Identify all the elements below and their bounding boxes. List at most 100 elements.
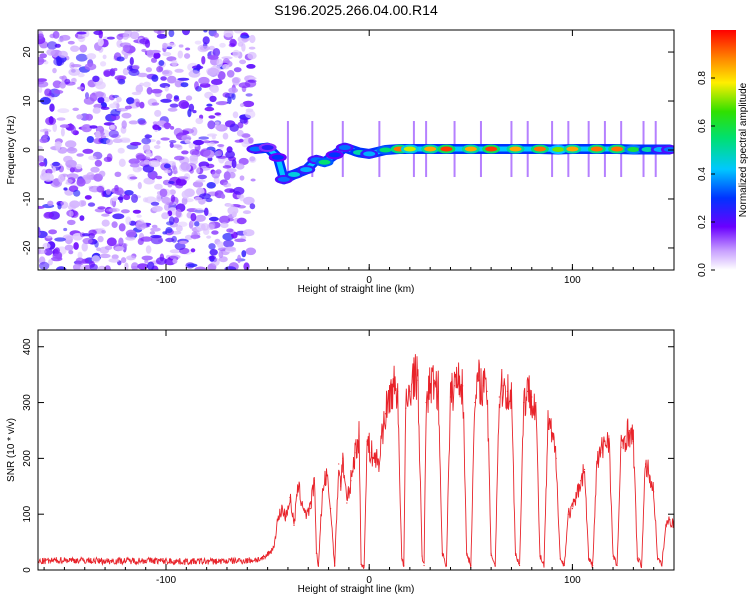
carrier-peak: [363, 151, 376, 157]
y-tick-label: 300: [22, 394, 33, 411]
noise-blob: [148, 160, 161, 168]
noise-blob: [82, 148, 94, 154]
y-tick-label: 20: [22, 46, 33, 58]
snr-point: [403, 564, 405, 567]
noise-blob: [222, 132, 229, 140]
snr-point: [583, 468, 586, 471]
noise-blob: [207, 133, 218, 137]
snr-line: [38, 354, 674, 569]
noise-blob: [219, 215, 231, 224]
noise-blob: [151, 173, 156, 180]
noise-blob: [47, 41, 58, 50]
noise-blob: [105, 188, 111, 195]
noise-blob: [245, 247, 257, 256]
snr-point: [449, 396, 452, 398]
carrier-peak: [641, 147, 654, 153]
noise-blob: [132, 209, 141, 214]
carrier-peak: [485, 146, 498, 152]
colorbar-tick-label: 0.4: [697, 167, 708, 181]
noise-blob: [228, 87, 239, 94]
noise-blob: [99, 246, 110, 254]
snr-point: [543, 564, 545, 567]
carrier-peak: [288, 171, 301, 177]
noise-blob: [245, 110, 256, 119]
noise-blob: [121, 120, 127, 129]
noise-blob: [124, 190, 134, 196]
noise-blob: [223, 30, 234, 38]
noise-blob: [108, 130, 119, 138]
snr-point: [309, 508, 311, 510]
noise-blob: [68, 250, 74, 255]
snr-point: [262, 558, 265, 560]
noise-blob: [153, 145, 161, 149]
noise-blob: [156, 66, 164, 73]
noise-blob: [208, 115, 216, 119]
noise-blob: [76, 178, 86, 187]
snr-point: [384, 413, 387, 415]
noise-blob: [129, 176, 138, 180]
carrier-peak: [533, 146, 546, 152]
snr-point: [624, 435, 626, 437]
snr-point: [226, 560, 228, 562]
noise-blob: [169, 254, 181, 260]
noise-blob: [72, 263, 82, 270]
noise-blob: [66, 173, 79, 180]
snr-point: [413, 374, 415, 376]
noise-blob: [42, 172, 54, 182]
noise-blob: [97, 38, 104, 47]
noise-blob: [242, 229, 255, 237]
noise-blob: [118, 158, 126, 167]
noise-blob: [217, 71, 226, 80]
y-tick-label: 0: [22, 567, 33, 573]
noise-blob: [180, 161, 190, 171]
snr-point: [604, 441, 606, 443]
snr-point: [608, 435, 610, 437]
colorbar-tick-label: 0.8: [697, 71, 708, 85]
snr-point: [478, 379, 480, 381]
spectrogram-xlabel: Height of straight line (km): [298, 284, 415, 295]
noise-blob: [38, 80, 49, 88]
noise-blob: [178, 240, 188, 245]
noise-blob: [210, 86, 219, 93]
noise-blob: [99, 253, 111, 259]
snr-point: [527, 390, 529, 392]
noise-blob: [238, 82, 251, 89]
snr-ticks: -100 0 100 0 100 200 300 400: [22, 330, 675, 586]
snr-frame: [37, 329, 675, 571]
noise-blob: [227, 96, 232, 105]
noise-blob: [226, 183, 232, 188]
colorbar-tick-label: 0.2: [697, 215, 708, 229]
noise-blob: [220, 193, 226, 199]
snr-point: [246, 559, 248, 562]
noise-blob: [222, 165, 232, 169]
snr-point: [334, 564, 336, 567]
noise-blob: [232, 77, 240, 86]
noise-blob: [129, 31, 140, 40]
snr-point: [640, 564, 643, 567]
noise-blob: [81, 124, 92, 133]
noise-blob: [241, 250, 247, 258]
noise-blob: [116, 33, 124, 41]
noise-blob: [111, 221, 118, 229]
noise-blob: [158, 60, 165, 66]
snr-point: [649, 474, 651, 476]
noise-blob: [209, 249, 218, 256]
noise-blob: [198, 76, 210, 85]
snr-point: [437, 390, 439, 392]
noise-blob: [124, 105, 132, 110]
noise-blob: [184, 53, 191, 59]
noise-region: [38, 30, 257, 270]
noise-blob: [207, 55, 219, 60]
noise-blob: [57, 202, 62, 210]
noise-blob: [208, 45, 215, 51]
noise-blob: [38, 33, 44, 40]
noise-blob: [199, 148, 211, 157]
noise-blob: [151, 74, 159, 82]
noise-blob: [248, 76, 257, 80]
noise-blob: [38, 145, 43, 151]
noise-blob: [98, 170, 106, 177]
noise-blob: [94, 240, 99, 248]
noise-blob: [156, 140, 161, 145]
snr-point: [277, 519, 279, 521]
noise-blob: [156, 194, 162, 202]
